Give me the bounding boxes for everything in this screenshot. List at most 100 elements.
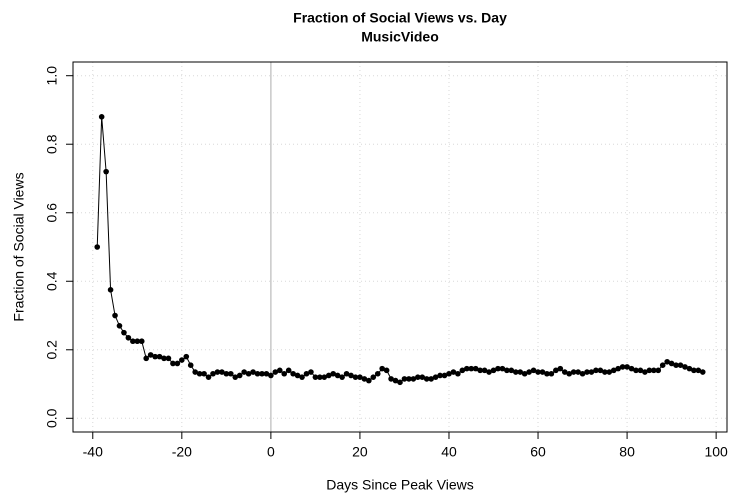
data-point xyxy=(116,322,123,329)
x-tick-label: 20 xyxy=(352,444,368,460)
data-point xyxy=(428,376,434,382)
data-point xyxy=(504,367,510,374)
data-point xyxy=(553,367,559,374)
data-point xyxy=(419,374,426,380)
data-point xyxy=(512,369,519,375)
x-tick-label: 100 xyxy=(704,444,728,460)
data-point xyxy=(659,362,666,368)
data-point xyxy=(477,367,483,374)
data-point xyxy=(610,367,617,374)
data-point xyxy=(205,374,212,380)
data-point xyxy=(691,367,697,374)
data-point xyxy=(183,353,190,360)
data-point xyxy=(508,367,515,374)
y-tick-label: 1.0 xyxy=(44,66,60,86)
data-point xyxy=(597,367,604,374)
y-tick-label: 0.2 xyxy=(44,340,60,360)
data-point xyxy=(165,355,172,362)
x-tick-label: -20 xyxy=(172,444,192,460)
data-point xyxy=(441,372,448,379)
data-point xyxy=(655,367,662,374)
data-point xyxy=(103,168,109,175)
x-tick-label: 80 xyxy=(619,444,635,460)
x-tick-label: -40 xyxy=(83,444,103,460)
data-point xyxy=(695,367,702,374)
data-point xyxy=(187,362,194,368)
y-tick-label: 0.0 xyxy=(44,408,60,428)
data-point xyxy=(330,370,337,377)
y-tick-label: 0.8 xyxy=(44,134,60,154)
data-point xyxy=(495,365,501,372)
data-point xyxy=(628,365,635,372)
data-point xyxy=(602,369,608,375)
data-point xyxy=(201,370,207,377)
data-point xyxy=(646,367,653,374)
data-point xyxy=(294,372,301,379)
data-point xyxy=(112,312,118,319)
data-point xyxy=(401,376,408,382)
data-point xyxy=(650,367,657,374)
data-point xyxy=(606,369,613,375)
data-point xyxy=(383,367,390,374)
data-point xyxy=(138,338,145,345)
chart-subtitle: MusicVideo xyxy=(361,29,439,45)
y-tick-label: 0.6 xyxy=(44,203,60,223)
data-point xyxy=(290,370,296,377)
data-point xyxy=(107,287,114,293)
data-point xyxy=(415,374,421,380)
data-point xyxy=(321,374,328,380)
data-point xyxy=(192,369,198,375)
data-point xyxy=(530,367,537,374)
data-point xyxy=(561,369,568,375)
data-point xyxy=(593,367,599,374)
data-point xyxy=(214,369,221,375)
data-point xyxy=(272,369,279,375)
y-axis-title: Fraction of Social Views xyxy=(11,172,27,321)
data-point xyxy=(544,370,550,377)
data-point xyxy=(361,376,368,382)
data-point xyxy=(263,370,270,377)
data-point xyxy=(686,365,693,372)
data-point xyxy=(303,370,310,377)
data-point xyxy=(463,365,470,372)
data-point xyxy=(499,365,506,372)
data-point xyxy=(174,360,181,367)
data-point xyxy=(223,370,230,377)
data-point xyxy=(143,355,150,362)
data-point xyxy=(370,374,377,380)
data-point xyxy=(170,360,176,367)
data-point xyxy=(334,372,341,379)
data-point xyxy=(410,376,417,382)
data-point xyxy=(352,374,359,380)
data-point xyxy=(357,374,363,380)
data-point xyxy=(570,369,577,375)
data-point xyxy=(584,369,590,375)
data-point xyxy=(517,369,524,375)
data-point xyxy=(406,376,412,382)
data-point xyxy=(317,374,323,380)
data-point xyxy=(455,370,461,377)
data-point xyxy=(98,114,105,120)
data-point xyxy=(285,367,292,374)
data-point xyxy=(245,370,252,377)
data-point xyxy=(615,365,621,372)
data-point xyxy=(472,365,479,372)
data-point xyxy=(673,362,679,368)
data-point xyxy=(446,370,452,377)
data-point xyxy=(241,369,247,375)
data-point xyxy=(526,369,532,375)
data-point xyxy=(566,370,572,377)
data-point xyxy=(348,372,354,379)
data-point xyxy=(388,376,394,382)
data-point xyxy=(308,369,314,375)
x-tick-label: 40 xyxy=(441,444,457,460)
data-point xyxy=(677,362,684,368)
x-tick-label: 0 xyxy=(267,444,275,460)
data-point xyxy=(481,367,488,374)
data-point xyxy=(579,370,586,377)
y-tick-label: 0.4 xyxy=(44,271,60,291)
series-line xyxy=(96,116,703,383)
data-point xyxy=(152,353,158,360)
data-point xyxy=(268,372,274,379)
